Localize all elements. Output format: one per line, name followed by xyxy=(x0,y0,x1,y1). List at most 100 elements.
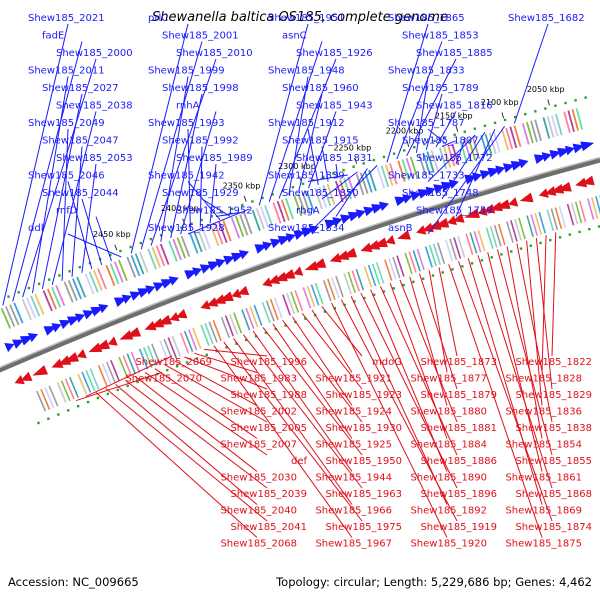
forward-gene-label[interactable]: Shew185_1850 xyxy=(282,188,359,199)
forward-gene-label[interactable]: Shew185_1807 xyxy=(402,136,479,147)
forward-gene-label[interactable]: rnfD xyxy=(56,206,78,217)
reverse-gene-label[interactable]: Shew185_1921 xyxy=(315,374,392,385)
forward-gene-label[interactable]: Shew185_1853 xyxy=(402,31,479,42)
reverse-gene-label[interactable]: Shew185_1875 xyxy=(505,539,582,550)
forward-gene-label[interactable]: prlC xyxy=(148,13,168,24)
reverse-gene-label[interactable]: Shew185_1880 xyxy=(410,407,487,418)
reverse-gene-label[interactable]: Shew185_1838 xyxy=(515,423,592,434)
forward-gene-label[interactable]: Shew185_2053 xyxy=(56,153,133,164)
forward-gene-label[interactable]: Shew185_2027 xyxy=(42,83,119,94)
reverse-gene-label[interactable]: Shew185_1828 xyxy=(505,374,582,385)
reverse-gene-label[interactable]: Shew185_1892 xyxy=(410,506,487,517)
reverse-gene-label[interactable]: Shew185_1996 xyxy=(230,357,307,368)
reverse-gene-label[interactable]: Shew185_1966 xyxy=(315,506,392,517)
forward-gene-label[interactable]: Shew185_1929 xyxy=(162,188,239,199)
forward-gene-label[interactable]: Shew185_2044 xyxy=(42,188,119,199)
forward-gene-label[interactable]: Shew185_1839 xyxy=(268,171,345,182)
reverse-gene-label[interactable]: def xyxy=(291,456,308,467)
reverse-gene-label[interactable]: Shew185_1836 xyxy=(505,407,582,418)
forward-gene-label[interactable]: rbgA xyxy=(296,206,320,217)
forward-gene-label[interactable]: Shew185_2049 xyxy=(28,118,105,129)
forward-gene-label[interactable]: Shew185_2047 xyxy=(42,136,119,147)
forward-gene-label[interactable]: Shew185_1682 xyxy=(508,13,585,24)
reverse-gene-label[interactable]: Shew185_2041 xyxy=(230,522,307,533)
reverse-gene-label[interactable]: Shew185_1919 xyxy=(420,522,497,533)
forward-gene-label[interactable]: Shew185_1833 xyxy=(388,66,465,77)
forward-gene-label[interactable]: Shew185_1816 xyxy=(416,101,493,112)
reverse-gene-label[interactable]: Shew185_2040 xyxy=(220,506,297,517)
forward-gene-label[interactable]: Shew185_1831 xyxy=(296,153,373,164)
reverse-gene-label[interactable]: Shew185_1861 xyxy=(505,473,582,484)
forward-gene-label[interactable]: Shew185_1759 xyxy=(416,206,493,217)
forward-gene-label[interactable]: Shew185_1787 xyxy=(388,118,465,129)
forward-gene-label[interactable]: Shew185_2046 xyxy=(28,171,105,182)
reverse-gene-label[interactable]: Shew185_2069 xyxy=(135,357,212,368)
forward-gene-label[interactable]: Shew185_1733 xyxy=(388,171,465,182)
forward-gene-label[interactable]: Shew185_2001 xyxy=(162,31,239,42)
reverse-gene-label[interactable]: Shew185_1967 xyxy=(315,539,392,550)
forward-gene-label[interactable]: Shew185_1928 xyxy=(148,223,225,234)
reverse-gene-label[interactable]: Shew185_2039 xyxy=(230,489,307,500)
forward-gene-label[interactable]: Shew185_1834 xyxy=(268,223,345,234)
forward-gene-label[interactable]: Shew185_1952 xyxy=(176,206,253,217)
reverse-gene-label[interactable]: Shew185_2007 xyxy=(220,440,297,451)
reverse-gene-label[interactable]: Shew185_1829 xyxy=(515,390,592,401)
forward-gene-label[interactable]: Shew185_2038 xyxy=(56,101,133,112)
reverse-gene-label[interactable]: Shew185_1950 xyxy=(325,456,402,467)
reverse-gene-label[interactable]: Shew185_1975 xyxy=(325,522,402,533)
forward-gene-label[interactable]: asnB xyxy=(388,223,413,234)
forward-gene-label[interactable]: Shew185_1951 xyxy=(268,13,345,24)
forward-gene-label[interactable]: Shew185_1998 xyxy=(162,83,239,94)
reverse-gene-label[interactable]: Shew185_2070 xyxy=(125,374,202,385)
reverse-gene-label[interactable]: Shew185_1963 xyxy=(325,489,402,500)
forward-gene-label[interactable]: Shew185_1960 xyxy=(282,83,359,94)
forward-gene-label[interactable]: Shew185_1772 xyxy=(416,153,493,164)
forward-gene-label[interactable]: Shew185_1912 xyxy=(268,118,345,129)
reverse-gene-label[interactable]: Shew185_1854 xyxy=(505,440,582,451)
reverse-gene-label[interactable]: Shew185_1886 xyxy=(420,456,497,467)
forward-gene-label[interactable]: Shew185_1942 xyxy=(148,171,225,182)
forward-gene-label[interactable]: Shew185_1915 xyxy=(282,136,359,147)
forward-gene-label[interactable]: Shew185_1865 xyxy=(388,13,465,24)
forward-gene-label[interactable]: Shew185_1948 xyxy=(268,66,345,77)
reverse-gene-label[interactable]: Shew185_2068 xyxy=(220,539,297,550)
forward-gene-label[interactable]: Shew185_1926 xyxy=(296,48,373,59)
forward-gene-label[interactable]: Shew185_1999 xyxy=(148,66,225,77)
forward-gene-label[interactable]: Shew185_2011 xyxy=(28,66,105,77)
reverse-gene-label[interactable]: Shew185_1896 xyxy=(420,489,497,500)
reverse-gene-label[interactable]: Shew185_1944 xyxy=(315,473,392,484)
reverse-gene-label[interactable]: Shew185_1930 xyxy=(325,423,402,434)
forward-gene-label[interactable]: Shew185_1943 xyxy=(296,101,373,112)
reverse-gene-label[interactable]: Shew185_1920 xyxy=(410,539,487,550)
reverse-gene-label[interactable]: mdoG xyxy=(372,357,402,368)
reverse-gene-label[interactable]: Shew185_1869 xyxy=(505,506,582,517)
reverse-gene-label[interactable]: Shew185_1855 xyxy=(515,456,592,467)
reverse-gene-label[interactable]: Shew185_1873 xyxy=(420,357,497,368)
reverse-gene-label[interactable]: Shew185_1879 xyxy=(420,390,497,401)
forward-gene-label[interactable]: Shew185_2021 xyxy=(28,13,105,24)
forward-gene-label[interactable]: ddl xyxy=(28,223,43,234)
reverse-gene-label[interactable]: Shew185_1877 xyxy=(410,374,487,385)
forward-gene-label[interactable]: fadE xyxy=(42,31,64,42)
forward-gene-label[interactable]: Shew185_1989 xyxy=(176,153,253,164)
reverse-gene-label[interactable]: Shew185_2005 xyxy=(230,423,307,434)
forward-gene-label[interactable]: Shew185_2000 xyxy=(56,48,133,59)
reverse-gene-label[interactable]: Shew185_1874 xyxy=(515,522,592,533)
reverse-gene-label[interactable]: Shew185_2002 xyxy=(220,407,297,418)
reverse-gene-label[interactable]: Shew185_1822 xyxy=(515,357,592,368)
reverse-gene-label[interactable]: Shew185_1988 xyxy=(230,390,307,401)
reverse-gene-label[interactable]: Shew185_1884 xyxy=(410,440,487,451)
reverse-gene-label[interactable]: Shew185_1868 xyxy=(515,489,592,500)
forward-gene-label[interactable]: Shew185_1748 xyxy=(402,188,479,199)
forward-gene-label[interactable]: Shew185_1789 xyxy=(402,83,479,94)
forward-gene-label[interactable]: asnC xyxy=(282,31,307,42)
reverse-gene-label[interactable]: Shew185_1924 xyxy=(315,407,392,418)
forward-gene-label[interactable]: Shew185_1885 xyxy=(416,48,493,59)
reverse-gene-label[interactable]: Shew185_1925 xyxy=(315,440,392,451)
forward-gene-label[interactable]: Shew185_2010 xyxy=(176,48,253,59)
forward-gene-label[interactable]: Shew185_1993 xyxy=(148,118,225,129)
reverse-gene-label[interactable]: Shew185_1923 xyxy=(325,390,402,401)
forward-gene-label[interactable]: Shew185_1992 xyxy=(162,136,239,147)
reverse-gene-label[interactable]: Shew185_1881 xyxy=(420,423,497,434)
reverse-gene-label[interactable]: Shew185_1890 xyxy=(410,473,487,484)
